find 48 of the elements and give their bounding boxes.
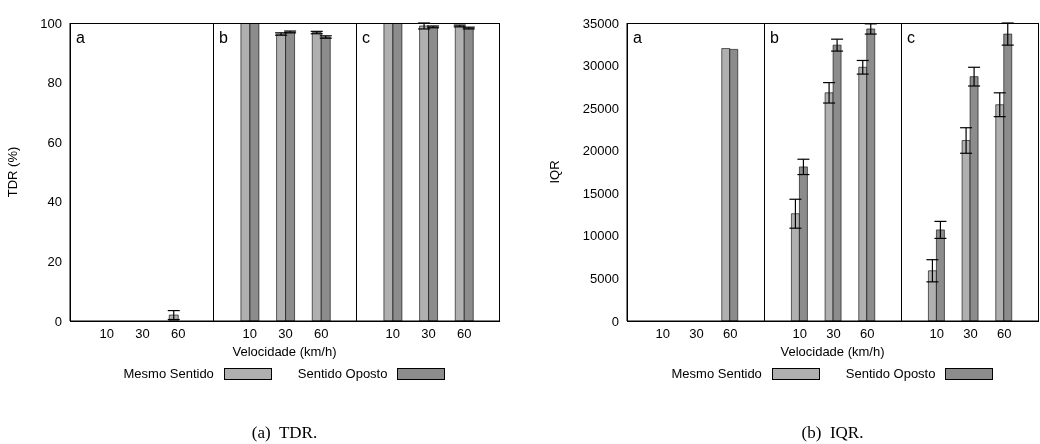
annotation: c xyxy=(362,29,370,47)
legend-label: Mesmo Sentido xyxy=(671,366,762,381)
x-tick-label: 30 xyxy=(963,326,978,342)
y-tick-label: 0 xyxy=(611,313,619,329)
y-tick-label: 35000 xyxy=(582,15,619,31)
annotation: b xyxy=(770,29,779,47)
x-tick-label: 10 xyxy=(99,326,115,342)
y-tick-label: 5000 xyxy=(590,271,619,287)
y-tick-label: 100 xyxy=(40,15,62,31)
y-tick-label: 0 xyxy=(54,313,62,329)
x-tick-label: 30 xyxy=(278,326,293,342)
x-tick-label: 60 xyxy=(859,326,875,342)
y-tick-label: 20 xyxy=(47,254,62,270)
x-tick-label: 60 xyxy=(996,326,1012,342)
text: (b) IQR. xyxy=(800,423,865,443)
y-tick-label: 60 xyxy=(47,134,62,150)
y-tick-label: 10000 xyxy=(582,228,619,244)
annotation: a xyxy=(76,29,85,47)
x-tick-label: 10 xyxy=(655,326,671,342)
x-tick-label: 10 xyxy=(242,326,258,342)
x-axis-title: Velocidade (km/h) xyxy=(231,344,338,360)
y-tick-label: 15000 xyxy=(582,185,619,201)
x-tick-label: 30 xyxy=(421,326,436,342)
x-tick-label: 30 xyxy=(135,326,150,342)
legend-label: Sentido Oposto xyxy=(297,366,388,381)
x-tick-label: 10 xyxy=(385,326,401,342)
x-tick-label: 10 xyxy=(929,326,945,342)
x-tick-label: 60 xyxy=(313,326,329,342)
y-tick-label: 40 xyxy=(47,194,62,210)
annotation: b xyxy=(219,29,228,47)
x-tick-label: 10 xyxy=(792,326,808,342)
legend-label: Mesmo Sentido xyxy=(123,366,214,381)
annotation: c xyxy=(907,29,915,47)
x-tick-label: 60 xyxy=(456,326,472,342)
x-tick-label: 60 xyxy=(170,326,186,342)
y-axis-title: TDR (%) xyxy=(4,146,20,198)
y-tick-label: 80 xyxy=(47,75,62,91)
y-tick-label: 25000 xyxy=(582,100,619,116)
x-axis-title: Velocidade (km/h) xyxy=(779,344,886,360)
x-tick-label: 60 xyxy=(722,326,738,342)
text: (a) TDR. xyxy=(250,423,319,443)
x-tick-label: 30 xyxy=(826,326,841,342)
annotation: a xyxy=(633,29,642,47)
y-tick-label: 20000 xyxy=(582,143,619,159)
x-tick-label: 30 xyxy=(689,326,704,342)
y-tick-label: 30000 xyxy=(582,58,619,74)
legend-label: Sentido Oposto xyxy=(845,366,936,381)
y-axis-title: IQR xyxy=(546,160,562,184)
